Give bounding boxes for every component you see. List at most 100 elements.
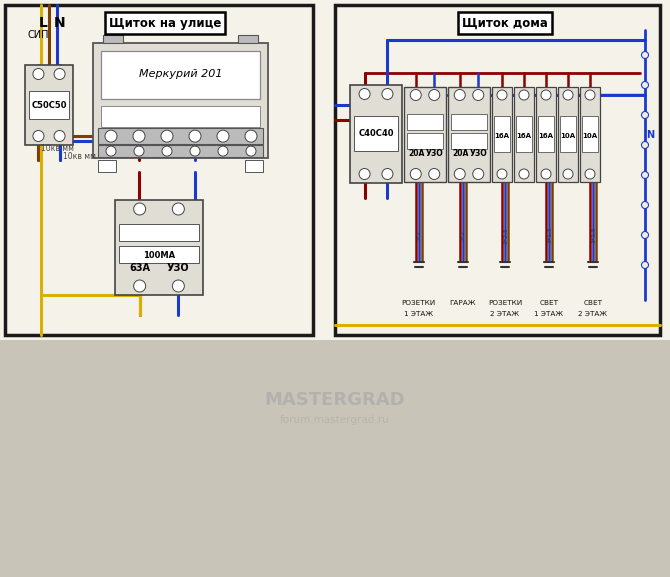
Text: 3*2: 3*2 (461, 230, 466, 241)
Text: ГАРАЖ: ГАРАЖ (450, 300, 476, 306)
Text: СИП: СИП (27, 30, 49, 40)
Circle shape (563, 90, 573, 100)
Circle shape (162, 146, 172, 156)
Circle shape (33, 130, 44, 141)
Circle shape (245, 130, 257, 142)
Bar (560, 115, 576, 152)
Text: 10кв мм: 10кв мм (62, 152, 96, 160)
Text: Щиток на улице: Щиток на улице (109, 17, 221, 29)
Text: 63А: 63А (129, 263, 150, 273)
Bar (404, 87, 446, 182)
Text: УЗО: УЗО (167, 263, 190, 273)
Circle shape (585, 90, 595, 100)
Circle shape (563, 169, 573, 179)
Circle shape (454, 89, 465, 100)
Circle shape (190, 146, 200, 156)
Bar (93, 43, 268, 158)
Text: N: N (54, 16, 66, 30)
Circle shape (410, 168, 421, 179)
Circle shape (54, 130, 65, 141)
Text: Щиток дома: Щиток дома (462, 17, 548, 29)
Text: С40С40: С40С40 (358, 129, 394, 138)
Bar (238, 35, 258, 43)
Bar (350, 85, 402, 183)
Circle shape (134, 146, 144, 156)
Text: L: L (39, 16, 48, 30)
Circle shape (641, 51, 649, 58)
Circle shape (641, 111, 649, 118)
Bar (25, 65, 73, 145)
Circle shape (519, 90, 529, 100)
Bar (407, 114, 443, 130)
Bar (536, 87, 556, 182)
Circle shape (541, 90, 551, 100)
Bar (98, 128, 263, 144)
Bar (558, 87, 578, 182)
Bar (98, 145, 263, 157)
Circle shape (641, 261, 649, 268)
Bar (101, 51, 260, 99)
Bar (103, 35, 123, 43)
Text: 100МА: 100МА (143, 250, 175, 260)
Circle shape (473, 168, 484, 179)
Bar (451, 133, 487, 149)
Bar (582, 115, 598, 152)
Text: forum.mastergrad.ru: forum.mastergrad.ru (280, 415, 390, 425)
Circle shape (541, 169, 551, 179)
Text: 2 ЭТАЖ: 2 ЭТАЖ (490, 311, 519, 317)
Circle shape (519, 169, 529, 179)
Circle shape (54, 69, 65, 80)
Text: 1 ЭТАЖ: 1 ЭТАЖ (535, 311, 563, 317)
Text: СВЕТ: СВЕТ (539, 300, 559, 306)
Text: MASTERGRAD: MASTERGRAD (265, 391, 405, 409)
Text: РОЗЕТКИ: РОЗЕТКИ (488, 300, 522, 306)
Bar (538, 115, 554, 152)
Bar (492, 87, 512, 182)
Bar (451, 114, 487, 130)
Text: N: N (646, 130, 654, 140)
Bar (119, 224, 199, 241)
Circle shape (641, 171, 649, 178)
Bar (119, 246, 199, 263)
Circle shape (133, 203, 145, 215)
Text: 2 ЭТАЖ: 2 ЭТАЖ (578, 311, 608, 317)
Bar (335, 5, 660, 335)
Circle shape (246, 146, 256, 156)
Bar (115, 200, 203, 295)
Bar (5, 5, 313, 335)
Circle shape (454, 168, 465, 179)
Text: 16А: 16А (517, 133, 531, 140)
Circle shape (218, 146, 228, 156)
Circle shape (473, 89, 484, 100)
Circle shape (641, 81, 649, 88)
Text: 20А: 20А (409, 149, 425, 158)
Bar (98, 160, 116, 172)
Circle shape (497, 90, 507, 100)
Circle shape (359, 88, 370, 99)
Text: 10А: 10А (582, 133, 598, 140)
Text: РОЗЕТКИ: РОЗЕТКИ (401, 300, 436, 306)
Bar (354, 117, 398, 151)
Bar (0, 0, 670, 340)
Text: С50С50: С50С50 (31, 100, 67, 110)
Text: 20А: 20А (452, 149, 469, 158)
Bar (407, 133, 443, 149)
Circle shape (133, 130, 145, 142)
Circle shape (585, 169, 595, 179)
Circle shape (172, 203, 184, 215)
Circle shape (217, 130, 229, 142)
Text: 16А: 16А (539, 133, 553, 140)
Circle shape (382, 168, 393, 179)
Bar (101, 106, 260, 127)
Bar (245, 160, 263, 172)
Bar (516, 115, 532, 152)
Circle shape (429, 168, 440, 179)
Circle shape (133, 280, 145, 292)
Circle shape (105, 130, 117, 142)
Text: 3*2,5: 3*2,5 (503, 227, 508, 243)
Text: СВЕТ: СВЕТ (584, 300, 602, 306)
Circle shape (641, 231, 649, 238)
Text: Меркурий 201: Меркурий 201 (139, 69, 222, 79)
Circle shape (106, 146, 116, 156)
Text: 3*1,5: 3*1,5 (547, 227, 552, 243)
